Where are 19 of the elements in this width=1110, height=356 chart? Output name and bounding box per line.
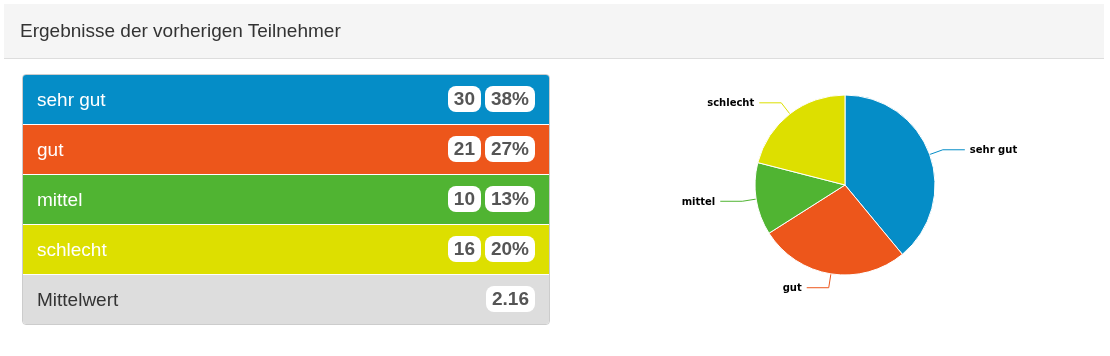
text: 38%	[484, 86, 535, 112]
text: 20%	[484, 236, 535, 262]
category-label: mittel	[37, 189, 83, 210]
text: 16	[447, 236, 481, 262]
text: 10	[447, 186, 481, 212]
slice-label: gut	[782, 282, 802, 294]
category-label: sehr gut	[37, 89, 106, 110]
slice-label: mittel	[681, 195, 716, 207]
text: 21	[447, 136, 481, 162]
category-label: schlecht	[37, 239, 107, 260]
slice-label: sehr gut	[969, 144, 1018, 156]
text: 2.16	[486, 286, 535, 312]
slice-label: schlecht	[707, 97, 755, 109]
text: Mittelwert	[37, 289, 119, 311]
text: Ergebnisse der vorherigen Teilnehmer	[20, 20, 341, 42]
text: 13%	[484, 186, 535, 212]
category-label: gut	[37, 139, 64, 160]
text: 30	[447, 86, 481, 112]
text: 27%	[484, 136, 535, 162]
